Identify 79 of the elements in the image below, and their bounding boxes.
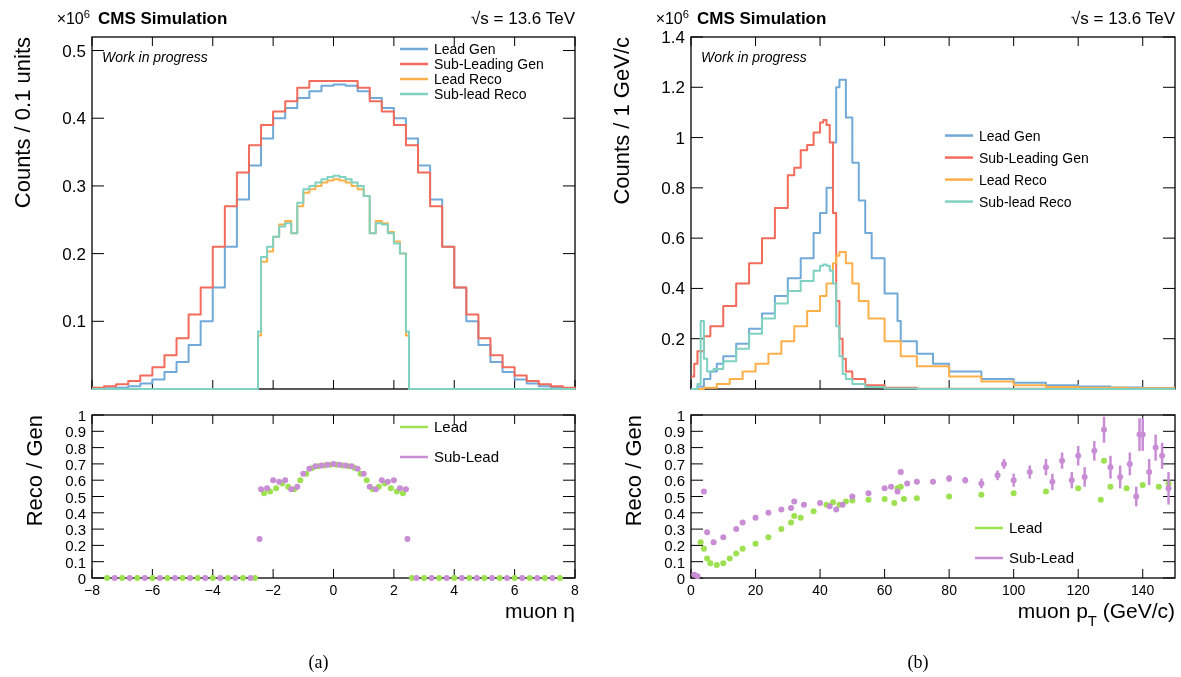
text: (a) [308,652,329,673]
x-tick-label: 2 [389,582,398,598]
legend-label: Lead Gen [979,127,1041,144]
annotation: Work in progress [102,49,208,65]
y-axis-title: Counts / 1 GeV/c [609,37,634,205]
y-tick-label: 0.4 [661,279,685,299]
y-tick-label: 1 [77,407,86,424]
y-tick-label: 0.9 [65,423,86,441]
y-tick-label: 0.3 [62,176,86,196]
text: (b) [907,652,929,673]
y-tick-label: 0.4 [62,109,86,129]
y-tick-label: 0.8 [661,178,685,198]
x-tick-label: 80 [941,582,958,598]
text: ×10$^{6}$ [56,8,90,27]
y-axis-title: Reco / Gen [621,415,646,527]
y-tick-label: 0.8 [664,439,685,457]
x-axis-title: muon p$_{T}$ (GeV/c) [1017,599,1175,629]
y-axis-title: Counts / 0.1 units [10,37,35,209]
legend-label: Lead Gen [434,41,496,57]
y-tick-label: 0.7 [65,455,86,473]
y-tick-label: 0 [77,570,86,587]
x-tick-label: −4 [204,582,221,598]
x-tick-label: 140 [1131,582,1155,598]
legend-label: Lead Reco [979,171,1047,188]
legend-label: Sub-lead Reco [979,193,1072,210]
y-axis-title: Reco / Gen [22,415,47,527]
y-tick-label: 0.2 [65,537,86,555]
y-tick-label: 0.1 [664,553,685,571]
x-tick-label: 20 [747,582,764,598]
y-tick-label: 0.4 [65,504,86,522]
y-tick-label: 0.5 [62,41,86,61]
legend-label: Lead [1009,519,1043,536]
y-tick-label: 0.6 [661,229,685,249]
x-tick-label: 8 [571,582,580,598]
legend-label: Lead Reco [434,71,502,87]
x-tick-label: 0 [687,582,696,598]
x-tick-label: −8 [84,582,101,598]
y-tick-label: 1 [676,407,685,424]
y-tick-label: 0.6 [65,472,86,490]
legend-label: Sub-Leading Gen [434,56,544,72]
text: √s = 13.6 TeV [470,9,576,28]
x-tick-label: −6 [144,582,161,598]
x-tick-label: 4 [450,582,459,598]
x-tick-label: 40 [812,582,829,598]
legend-label: Sub-Leading Gen [979,149,1089,166]
y-tick-label: 0.5 [65,488,86,506]
y-tick-label: 0.1 [65,553,86,571]
y-tick-label: 0.4 [664,504,685,522]
y-tick-label: 0.3 [65,521,86,539]
y-tick-label: 0.1 [62,312,86,332]
x-tick-label: 0 [329,582,338,598]
text: √s = 13.6 TeV [1070,9,1176,28]
legend-label: Sub-Lead [434,448,500,465]
text: ×10$^{6}$ [655,8,689,27]
legend-label: Sub-Lead [1009,549,1075,566]
annotation: Work in progress [701,49,807,65]
y-tick-label: 0.2 [661,329,685,349]
y-tick-label: 1 [675,128,685,148]
x-tick-label: 60 [876,582,893,598]
x-tick-label: 100 [1001,582,1026,598]
x-tick-label: 6 [510,582,519,598]
y-tick-label: 1.4 [661,28,685,47]
x-tick-label: −2 [265,582,282,598]
y-tick-label: 0.5 [664,488,685,506]
chart-title: CMS Simulation [98,9,228,28]
legend-label: Sub-lead Reco [434,86,527,102]
y-tick-label: 0 [676,570,685,587]
chart-title: CMS Simulation [697,9,827,28]
y-tick-label: 0.8 [65,439,86,457]
y-tick-label: 0.2 [664,537,685,555]
y-tick-label: 0.3 [664,521,685,539]
y-tick-label: 1.2 [661,78,685,98]
y-tick-label: 0.6 [664,472,685,490]
y-tick-label: 0.7 [664,455,685,473]
x-axis-title: muon η [504,599,575,622]
x-tick-label: 120 [1066,582,1091,598]
y-tick-label: 0.2 [62,244,86,264]
y-tick-label: 0.9 [664,423,685,441]
legend-label: Lead [434,418,468,435]
